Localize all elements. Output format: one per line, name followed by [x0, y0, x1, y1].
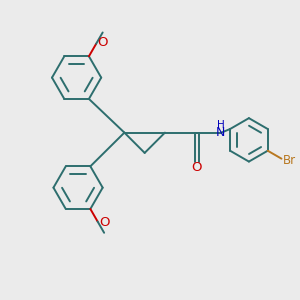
Text: Br: Br [283, 154, 296, 166]
Text: N: N [216, 126, 225, 139]
Text: O: O [99, 216, 110, 230]
Text: O: O [98, 36, 108, 49]
Text: O: O [191, 161, 202, 175]
Text: H: H [217, 120, 224, 130]
